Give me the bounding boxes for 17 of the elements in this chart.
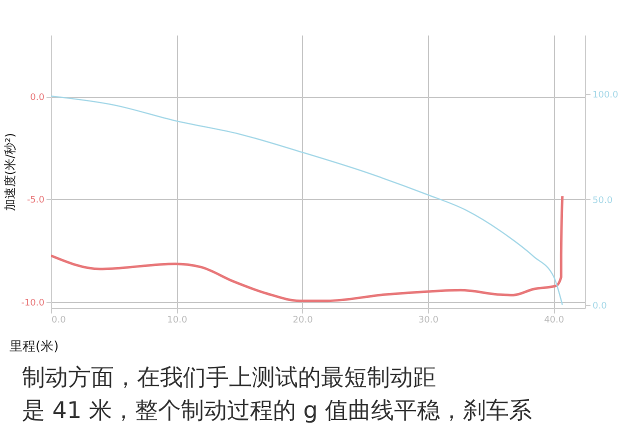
text: 是 41 米，整个制动过程的 g 值曲线平稳，刹车系 bbox=[22, 397, 534, 426]
text: 制动方面，在我们手上测试的最短制动距 bbox=[22, 364, 437, 393]
x-tick-label: 0.0 bbox=[52, 316, 66, 326]
y-tick-label: -5.0 bbox=[26, 196, 45, 206]
x-tick-label: 20.0 bbox=[292, 316, 314, 326]
x-tick-label: 10.0 bbox=[167, 316, 188, 326]
y-tick-label: -10.0 bbox=[21, 298, 45, 308]
x-tick-label: 30.0 bbox=[418, 316, 439, 326]
line-series bbox=[51, 95, 564, 306]
y2-tick-label: 0.0 bbox=[592, 301, 608, 312]
y-tick-label: 0.0 bbox=[30, 93, 45, 104]
x-axis-title: 里程(米) bbox=[10, 340, 59, 354]
line-series bbox=[51, 194, 564, 302]
x-tick-label: 40.0 bbox=[544, 316, 564, 326]
y2-tick-label: 50.0 bbox=[592, 196, 613, 206]
y-axis-title: 加速度(米/秒²) bbox=[3, 132, 18, 212]
y2-tick-label: 100.0 bbox=[592, 90, 619, 101]
